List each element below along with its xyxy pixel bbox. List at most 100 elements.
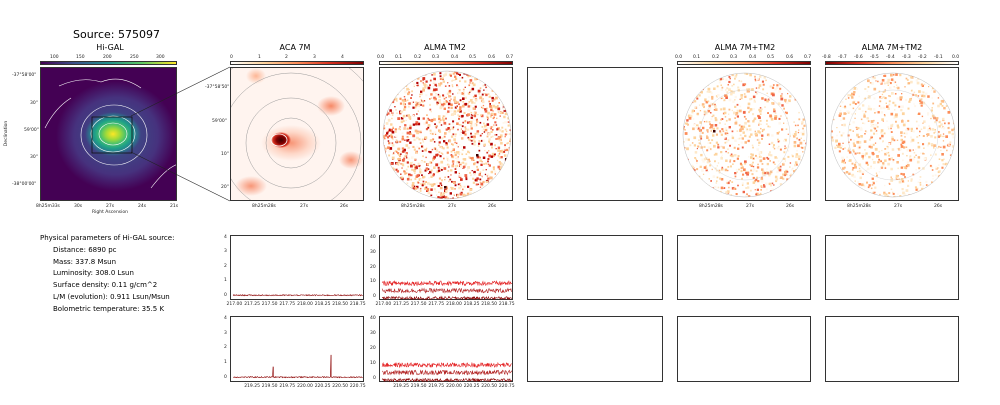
noise-pixel <box>462 131 465 134</box>
noise-pixel <box>383 182 385 184</box>
noise-pixel <box>768 182 771 186</box>
higal-image-panel <box>40 67 177 201</box>
noise-pixel <box>424 169 427 172</box>
noise-pixel <box>689 144 692 147</box>
noise-pixel <box>471 114 474 117</box>
noise-pixel <box>473 135 476 139</box>
noise-pixel <box>397 79 400 82</box>
noise-pixel <box>715 169 718 172</box>
noise-pixel <box>698 104 701 106</box>
noise-pixel <box>922 74 925 78</box>
noise-pixel <box>843 112 846 115</box>
noise-pixel <box>384 86 388 90</box>
noise-pixel <box>490 78 492 81</box>
noise-pixel <box>404 172 407 175</box>
noise-pixel <box>862 184 865 187</box>
noise-pixel <box>914 186 917 189</box>
noise-pixel <box>873 127 875 130</box>
noise-pixel <box>419 93 421 95</box>
noise-pixel <box>956 177 958 179</box>
noise-pixel <box>389 109 392 112</box>
noise-pixel <box>883 74 887 77</box>
noise-pixel <box>789 69 791 71</box>
noise-pixel <box>445 71 448 74</box>
comb-b-xtick: 27s <box>894 204 903 209</box>
noise-pixel <box>852 107 855 110</box>
noise-pixel <box>942 117 945 121</box>
noise-pixel <box>858 163 862 167</box>
noise-pixel <box>752 113 755 116</box>
noise-pixel <box>508 81 511 84</box>
noise-pixel <box>481 184 484 187</box>
cbar-tick: -0.5 <box>870 55 879 60</box>
noise-pixel <box>410 133 412 135</box>
noise-pixel <box>708 91 711 93</box>
noise-pixel <box>683 165 684 168</box>
noise-pixel <box>678 149 680 151</box>
noise-pixel <box>457 156 459 158</box>
noise-pixel <box>774 163 776 165</box>
noise-pixel <box>512 118 513 121</box>
noise-pixel <box>427 191 431 195</box>
noise-pixel <box>430 169 433 172</box>
noise-pixel <box>473 198 477 199</box>
noise-pixel <box>910 127 913 131</box>
noise-pixel <box>718 81 721 84</box>
noise-pixel <box>429 139 433 142</box>
noise-pixel <box>420 90 423 93</box>
noise-pixel <box>505 183 507 185</box>
higal-ytick: 59'00" <box>24 128 39 133</box>
noise-pixel <box>831 77 835 80</box>
noise-pixel <box>744 160 747 164</box>
noise-pixel <box>952 79 955 82</box>
noise-pixel <box>387 185 390 188</box>
noise-pixel <box>499 129 502 132</box>
noise-pixel <box>482 104 485 107</box>
noise-pixel <box>806 198 807 199</box>
noise-pixel <box>512 87 513 89</box>
noise-pixel <box>421 174 423 176</box>
noise-pixel <box>901 120 904 123</box>
noise-pixel <box>861 110 864 113</box>
noise-pixel <box>457 109 460 113</box>
spectrum-ytick: 30 <box>370 331 376 336</box>
noise-pixel <box>479 96 482 100</box>
noise-pixel <box>791 87 794 91</box>
noise-pixel <box>459 174 462 177</box>
noise-pixel <box>505 130 508 133</box>
noise-pixel <box>408 194 410 197</box>
noise-pixel <box>798 138 801 141</box>
noise-pixel <box>934 189 938 192</box>
noise-pixel <box>890 73 893 77</box>
noise-pixel <box>801 123 803 125</box>
spectrum-xtick: 217.75 <box>279 302 296 307</box>
noise-pixel <box>381 99 383 101</box>
noise-pixel <box>841 124 843 126</box>
noise-pixel <box>459 192 463 196</box>
noise-pixel <box>744 194 748 197</box>
noise-pixel <box>506 97 509 100</box>
noise-pixel <box>923 120 926 123</box>
noise-pixel <box>764 174 767 177</box>
noise-pixel <box>904 86 906 88</box>
noise-pixel <box>702 126 705 130</box>
noise-pixel <box>782 177 785 180</box>
noise-pixel <box>503 72 506 75</box>
noise-pixel <box>783 105 785 108</box>
noise-pixel <box>509 166 511 169</box>
noise-pixel <box>483 143 486 147</box>
noise-pixel <box>682 70 684 72</box>
noise-pixel <box>796 149 798 152</box>
noise-pixel <box>390 174 393 178</box>
noise-pixel <box>383 183 386 186</box>
noise-pixel <box>922 70 923 71</box>
noise-pixel <box>856 126 859 129</box>
noise-pixel <box>847 97 850 99</box>
noise-pixel <box>388 154 391 157</box>
noise-pixel <box>445 100 449 103</box>
noise-pixel <box>505 170 508 173</box>
noise-pixel <box>779 148 782 151</box>
noise-pixel <box>766 119 768 122</box>
noise-pixel <box>697 177 700 180</box>
noise-pixel <box>458 123 461 126</box>
